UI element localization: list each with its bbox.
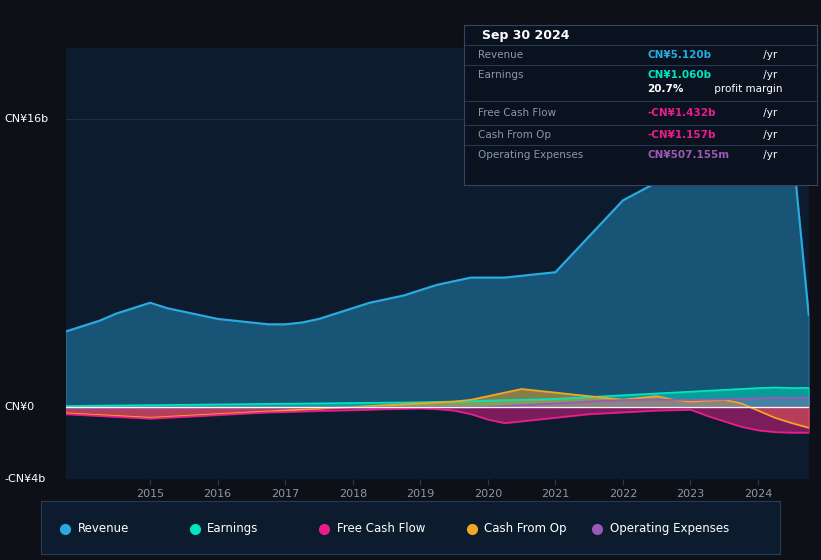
Text: /yr: /yr <box>760 130 777 140</box>
Text: Revenue: Revenue <box>78 522 130 535</box>
Text: CN¥5.120b: CN¥5.120b <box>648 50 712 60</box>
Text: CN¥507.155m: CN¥507.155m <box>648 150 730 160</box>
Text: CN¥1.060b: CN¥1.060b <box>648 70 712 80</box>
Text: /yr: /yr <box>760 70 777 80</box>
Text: Operating Expenses: Operating Expenses <box>478 150 583 160</box>
Text: Free Cash Flow: Free Cash Flow <box>478 108 556 118</box>
Text: Sep 30 2024: Sep 30 2024 <box>481 29 569 41</box>
Text: Earnings: Earnings <box>478 70 524 80</box>
Text: -CN¥4b: -CN¥4b <box>4 474 45 484</box>
Text: Revenue: Revenue <box>478 50 523 60</box>
Text: /yr: /yr <box>760 50 777 60</box>
Text: Operating Expenses: Operating Expenses <box>610 522 729 535</box>
Text: Cash From Op: Cash From Op <box>484 522 566 535</box>
Text: /yr: /yr <box>760 108 777 118</box>
Text: Free Cash Flow: Free Cash Flow <box>337 522 425 535</box>
Text: /yr: /yr <box>760 150 777 160</box>
Text: Cash From Op: Cash From Op <box>478 130 551 140</box>
Text: CN¥16b: CN¥16b <box>4 114 48 124</box>
Text: -CN¥1.432b: -CN¥1.432b <box>648 108 716 118</box>
Text: profit margin: profit margin <box>711 84 782 94</box>
Text: -CN¥1.157b: -CN¥1.157b <box>648 130 716 140</box>
Text: Earnings: Earnings <box>208 522 259 535</box>
Text: 20.7%: 20.7% <box>648 84 684 94</box>
Text: CN¥0: CN¥0 <box>4 402 34 412</box>
